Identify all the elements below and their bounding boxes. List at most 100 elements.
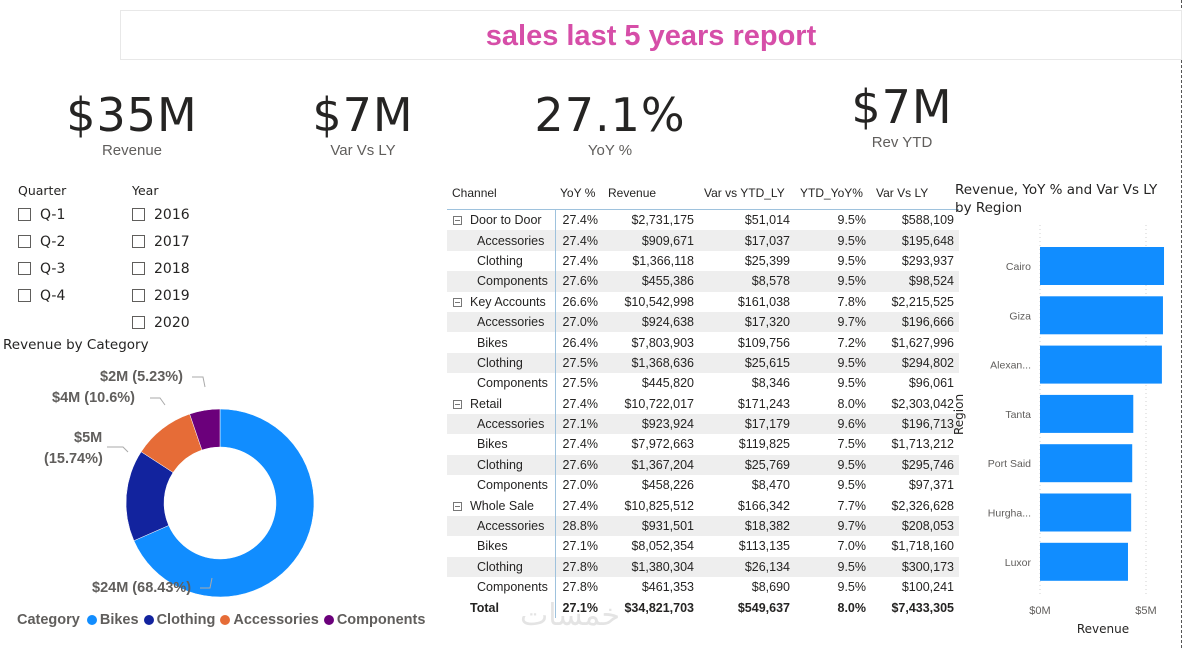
row-label: Components <box>447 373 556 394</box>
slicer-option-q2[interactable]: Q-2 <box>18 228 118 255</box>
checkbox[interactable] <box>132 208 145 221</box>
y-category-label: Tanta <box>1005 409 1031 421</box>
bar-luxor[interactable] <box>1040 542 1128 581</box>
column-header[interactable]: Var vs YTD_LY <box>699 176 795 210</box>
column-header[interactable]: Var Vs LY <box>871 176 959 210</box>
cell-text: 27.6% <box>562 457 598 472</box>
row-label: Key Accounts <box>447 291 556 312</box>
checkbox[interactable] <box>18 235 31 248</box>
cell-text: $455,386 <box>641 274 694 289</box>
cell-value: $923,924 <box>603 413 699 435</box>
checkbox[interactable] <box>132 289 145 302</box>
checkbox[interactable] <box>132 316 145 329</box>
cell-text: Total <box>470 600 499 615</box>
bar-cairo[interactable] <box>1040 247 1165 285</box>
kpi-card-revenue[interactable]: $35M Revenue <box>52 88 212 159</box>
kpi-card-rev-ytd[interactable]: $7M Rev YTD <box>822 80 982 151</box>
donut-slice-bikes[interactable] <box>133 408 315 598</box>
data-label-clothing-value: $5M <box>74 430 103 446</box>
slicer-option-2016[interactable]: 2016 <box>132 201 232 228</box>
cell-value: $458,226 <box>603 475 699 495</box>
column-header[interactable]: Channel <box>447 176 555 210</box>
bar-hurgha[interactable] <box>1040 493 1132 532</box>
kpi-card-var-vs-ly[interactable]: $7M Var Vs LY <box>283 88 443 159</box>
table-row: Clothing 27.8% $1,380,304 $26,134 9.5% $300,1… <box>447 556 959 578</box>
slicer-option-2020[interactable]: 2020 <box>132 309 232 336</box>
cell-value: 7.5% <box>795 434 871 454</box>
cell-value: $1,368,636 <box>603 352 699 374</box>
cell-value: $300,173 <box>871 556 959 578</box>
cell-text: 26.6% <box>562 294 598 309</box>
cell-value: $8,470 <box>699 475 795 495</box>
revenue-by-category-donut[interactable] <box>0 360 440 610</box>
table-row: Bikes 27.1% $8,052,354 $113,135 7.0% $1,718,1… <box>447 536 959 557</box>
cell-value: $100,241 <box>871 577 959 597</box>
legend-item-components[interactable]: Components <box>319 612 425 628</box>
slicer-option-q1[interactable]: Q-1 <box>18 201 118 228</box>
cell-text: 27.0% <box>562 478 598 493</box>
legend-item-bikes[interactable]: Bikes <box>82 612 139 628</box>
cell-text: 9.5% <box>837 355 867 370</box>
cell-text: $10,722,017 <box>624 396 694 411</box>
slicer-option-label: 2020 <box>154 314 190 331</box>
data-label-clothing-percent: (15.74%) <box>44 451 103 467</box>
bar-alexan[interactable] <box>1040 345 1162 384</box>
slicer-option-2018[interactable]: 2018 <box>132 255 232 282</box>
cell-text: Components <box>477 478 548 493</box>
cell-value: $208,053 <box>871 515 959 537</box>
collapse-icon[interactable] <box>453 297 462 307</box>
column-header[interactable]: YoY % <box>555 176 603 210</box>
cell-value: 27.5% <box>555 352 603 374</box>
group-row: Whole Sale 27.4% $10,825,512 $166,342 7.7% $2… <box>447 495 959 516</box>
cell-text: $2,303,042 <box>891 396 954 411</box>
kpi-card-yoy[interactable]: 27.1% YoY % <box>520 88 700 159</box>
cell-text: $8,346 <box>751 376 790 391</box>
slicer-option-2019[interactable]: 2019 <box>132 282 232 309</box>
cell-text: $588,109 <box>901 213 954 228</box>
checkbox[interactable] <box>18 289 31 302</box>
column-header[interactable]: YTD_YoY% <box>795 176 871 210</box>
data-label-components: $2M (5.23%) <box>100 369 184 385</box>
collapse-icon[interactable] <box>453 501 462 511</box>
cell-text: $294,802 <box>901 355 954 370</box>
table-row: Clothing 27.5% $1,368,636 $25,615 9.5% $294,8… <box>447 352 959 374</box>
data-label-accessories: $4M (10.6%) <box>52 390 136 406</box>
checkbox[interactable] <box>18 208 31 221</box>
y-category-label: Hurgha... <box>988 508 1031 520</box>
cell-value: 9.5% <box>795 454 871 476</box>
bar-portsaid[interactable] <box>1040 444 1133 483</box>
cell-text: 9.6% <box>837 417 867 432</box>
cell-text: $97,371 <box>908 478 954 493</box>
watermark: خمسات <box>520 598 621 633</box>
table-row: Components 27.0% $458,226 $8,470 9.5% $97,371 <box>447 475 959 496</box>
column-header[interactable]: Revenue <box>603 176 699 210</box>
collapse-icon[interactable] <box>453 216 462 226</box>
slicer-option-2017[interactable]: 2017 <box>132 228 232 255</box>
slicer-option-label: Q-4 <box>40 287 66 304</box>
slicer-option-label: 2016 <box>154 206 190 223</box>
collapse-icon[interactable] <box>453 399 462 409</box>
cell-value: $96,061 <box>871 373 959 393</box>
cell-text: $119,825 <box>738 437 790 452</box>
cell-text: 27.4% <box>562 233 598 248</box>
checkbox[interactable] <box>132 262 145 275</box>
bar-tanta[interactable] <box>1040 394 1134 433</box>
donut-chart-title: Revenue by Category <box>3 337 149 353</box>
bar-giza[interactable] <box>1040 296 1163 335</box>
slicer-option-q4[interactable]: Q-4 <box>18 282 118 309</box>
slicer-option-q3[interactable]: Q-3 <box>18 255 118 282</box>
donut-slice-components[interactable] <box>189 408 221 451</box>
y-category-label: Giza <box>1009 310 1031 322</box>
cell-text: $17,320 <box>744 315 790 330</box>
cell-text: Accessories <box>477 315 545 330</box>
y-category-label: Luxor <box>1005 557 1032 569</box>
checkbox[interactable] <box>132 235 145 248</box>
legend-item-accessories[interactable]: Accessories <box>215 612 319 628</box>
revenue-by-region-bar-chart[interactable]: $0M $5M Cairo Giza Alexan... Tanta Port Said Hu… <box>940 225 1176 648</box>
cell-value: $588,109 <box>871 210 959 231</box>
region-chart-title: Revenue, YoY % and Var Vs LY by Region <box>955 182 1158 216</box>
slicer-title: Year <box>132 183 159 198</box>
legend-item-clothing[interactable]: Clothing <box>139 612 215 628</box>
checkbox[interactable] <box>18 262 31 275</box>
cell-text: 7.8% <box>837 294 867 309</box>
